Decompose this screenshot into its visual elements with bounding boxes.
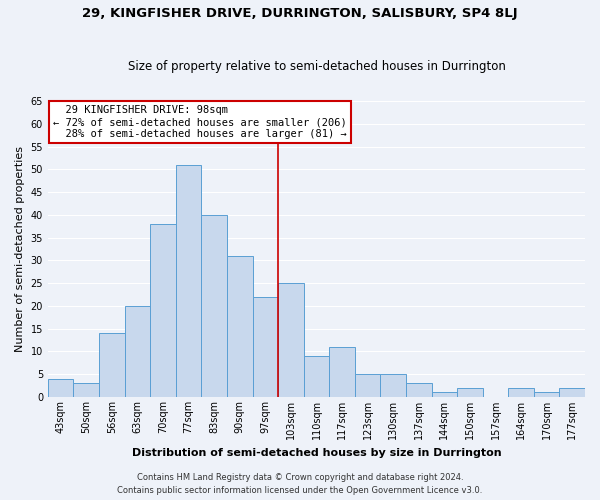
- Bar: [406, 384, 431, 397]
- Bar: [355, 374, 380, 397]
- Bar: [150, 224, 176, 397]
- Bar: [329, 347, 355, 397]
- Text: 29, KINGFISHER DRIVE, DURRINGTON, SALISBURY, SP4 8LJ: 29, KINGFISHER DRIVE, DURRINGTON, SALISB…: [82, 8, 518, 20]
- Bar: [48, 379, 73, 397]
- Bar: [202, 215, 227, 397]
- X-axis label: Distribution of semi-detached houses by size in Durrington: Distribution of semi-detached houses by …: [131, 448, 501, 458]
- Bar: [304, 356, 329, 397]
- Text: Contains HM Land Registry data © Crown copyright and database right 2024.
Contai: Contains HM Land Registry data © Crown c…: [118, 474, 482, 495]
- Title: Size of property relative to semi-detached houses in Durrington: Size of property relative to semi-detach…: [128, 60, 505, 74]
- Bar: [176, 165, 202, 397]
- Bar: [457, 388, 482, 397]
- Bar: [380, 374, 406, 397]
- Bar: [278, 283, 304, 397]
- Bar: [253, 297, 278, 397]
- Bar: [99, 334, 125, 397]
- Bar: [431, 392, 457, 397]
- Text: 29 KINGFISHER DRIVE: 98sqm
← 72% of semi-detached houses are smaller (206)
  28%: 29 KINGFISHER DRIVE: 98sqm ← 72% of semi…: [53, 106, 347, 138]
- Bar: [227, 256, 253, 397]
- Bar: [125, 306, 150, 397]
- Bar: [508, 388, 534, 397]
- Y-axis label: Number of semi-detached properties: Number of semi-detached properties: [15, 146, 25, 352]
- Bar: [73, 384, 99, 397]
- Bar: [559, 388, 585, 397]
- Bar: [534, 392, 559, 397]
